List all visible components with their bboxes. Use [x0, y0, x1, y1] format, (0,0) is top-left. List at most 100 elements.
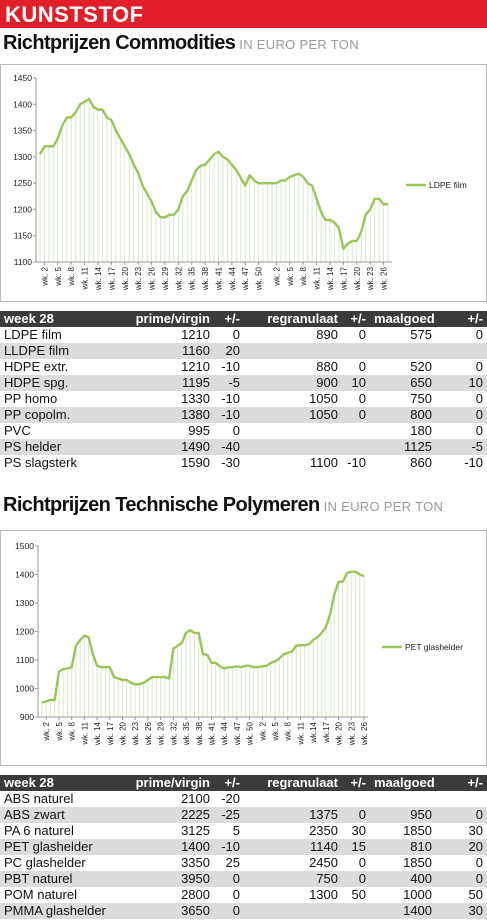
row-label: HDPE spg.	[0, 375, 120, 391]
price-cell: 1400	[120, 839, 214, 855]
table-row: PET glashelder 1400 -10 1140 15 810 20	[0, 839, 487, 855]
price-cell: 30	[351, 823, 366, 838]
x-tick-label: wk.14	[309, 721, 318, 743]
table-row: PP homo 1330 -10 1050 0 750 0	[0, 391, 487, 407]
x-tick-label: wk. 47	[233, 721, 242, 746]
price-cell: 25	[225, 855, 240, 870]
table-row: LLDPE film 1160 20	[0, 343, 487, 359]
x-tick-label: wk. 11	[313, 266, 322, 290]
price-cell: 50	[351, 887, 366, 902]
price-cell: 400	[370, 871, 436, 887]
row-label: PP homo	[4, 391, 58, 406]
price-cell: 0	[232, 423, 240, 438]
price-cell	[244, 903, 342, 919]
price-cell: 860	[410, 455, 432, 470]
price-cell: 995	[188, 423, 210, 438]
x-tick-label: wk.17	[322, 721, 331, 743]
row-label: PET glashelder	[0, 839, 120, 855]
chart-subtitle: IN EURO PER TON	[323, 499, 444, 514]
table-row: ABS naturel 2100 -20	[0, 791, 487, 807]
y-tick-label: 1200	[15, 627, 34, 637]
price-cell: 10	[436, 375, 487, 391]
legend-label: LDPE film	[429, 180, 467, 190]
column-header: maalgoed	[370, 775, 436, 791]
price-cell: 2100	[181, 791, 210, 806]
x-tick-label: wk. 17	[107, 266, 116, 291]
x-tick-label: wk. 5	[286, 266, 295, 286]
price-cell: 2800	[181, 887, 210, 902]
y-tick-label: 1100	[16, 655, 35, 665]
table-row: PA 6 naturel 3125 5 2350 30 1850 30	[0, 823, 487, 839]
row-label: PC glashelder	[4, 855, 86, 870]
price-cell: 3950	[120, 871, 214, 887]
table-row: LDPE film 1210 0 890 0 575 0	[0, 327, 487, 343]
x-tick-label: wk. 20	[119, 721, 128, 746]
y-tick-label: 1400	[13, 99, 32, 109]
price-cell	[244, 791, 342, 807]
price-cell: 1000	[403, 887, 432, 902]
x-tick-label: wk. 26	[360, 721, 369, 746]
chart: 900 1000 1100 1200 1300 1400 1500 wk. 2 wk. 5 wk.…	[0, 530, 487, 766]
price-cell: 0	[475, 391, 483, 406]
price-cell: 1300	[309, 887, 338, 902]
price-cell	[342, 423, 370, 439]
x-tick-label: wk. 26	[144, 721, 153, 746]
x-tick-label: wk. 41	[214, 266, 223, 291]
price-cell: 50	[468, 887, 483, 902]
price-cell: 0	[475, 327, 483, 342]
table-row: POM naturel 2800 0 1300 50 1000 50	[0, 887, 487, 903]
price-cell: 1100	[310, 455, 338, 470]
table-row: PMMA glashelder 3650 0 1400 30	[0, 903, 487, 919]
price-cell: 0	[214, 871, 244, 887]
x-tick-label: wk. 11	[80, 721, 89, 745]
price-cell: 810	[370, 839, 436, 855]
x-tick-label: wk. 20	[335, 721, 344, 746]
price-cell: -10	[214, 839, 244, 855]
price-cell: 1590	[181, 455, 210, 470]
table-row: ABS zwart 2225 -25 1375 0 950 0	[0, 807, 487, 823]
chart-title: Richtprijzen Technische Polymeren	[3, 494, 320, 516]
price-cell: 15	[342, 839, 370, 855]
y-tick-label: 1250	[13, 178, 32, 188]
x-tick-label: wk. 11	[296, 721, 305, 745]
column-header: +/-	[342, 311, 370, 327]
table-row: PVC 995 0 180 0	[0, 423, 487, 439]
header-bar: KUNSTSTOF	[0, 0, 487, 28]
y-tick-label: 1150	[14, 231, 33, 241]
x-tick-label: wk. 8	[68, 721, 77, 741]
price-table: week 28 prime/virgin +/- regranulaat +/- maal…	[0, 775, 487, 919]
x-tick-label: wk. 2	[272, 266, 281, 286]
price-cell: 750	[410, 391, 432, 406]
x-tick-label: wk. 17	[339, 266, 348, 291]
price-cell: 575	[410, 327, 432, 342]
x-tick-label: wk. 50	[246, 721, 255, 746]
price-cell: 0	[358, 359, 366, 374]
row-label: PS helder	[0, 439, 120, 455]
price-cell: 1400	[370, 903, 436, 919]
x-tick-label: wk. 14	[93, 721, 102, 746]
y-tick-label: 1350	[13, 126, 32, 136]
price-cell: -5	[436, 439, 487, 455]
x-tick-label: wk. 32	[169, 721, 178, 746]
x-tick-label: wk. 32	[174, 266, 183, 291]
price-cell	[342, 439, 370, 455]
price-cell	[436, 791, 487, 807]
x-tick-label: wk. 38	[195, 721, 204, 746]
price-cell: -10	[347, 455, 366, 470]
price-cell	[244, 343, 342, 359]
price-cell: 900	[244, 375, 342, 391]
price-cell: 0	[358, 391, 366, 406]
price-cell: 1195	[120, 375, 214, 391]
price-cell: 0	[342, 871, 370, 887]
price-cell: 0	[436, 871, 487, 887]
x-tick-label: wk. 47	[241, 266, 250, 291]
price-cell: 1850	[403, 855, 432, 870]
price-cell: 2350	[309, 823, 338, 838]
price-cell: 30	[436, 903, 487, 919]
column-header: +/-	[214, 311, 244, 327]
x-tick-label: wk. 44	[220, 721, 229, 746]
table-row: HDPE spg. 1195 -5 900 10 650 10	[0, 375, 487, 391]
price-cell	[342, 343, 370, 359]
x-tick-label: wk. 5	[55, 721, 64, 741]
